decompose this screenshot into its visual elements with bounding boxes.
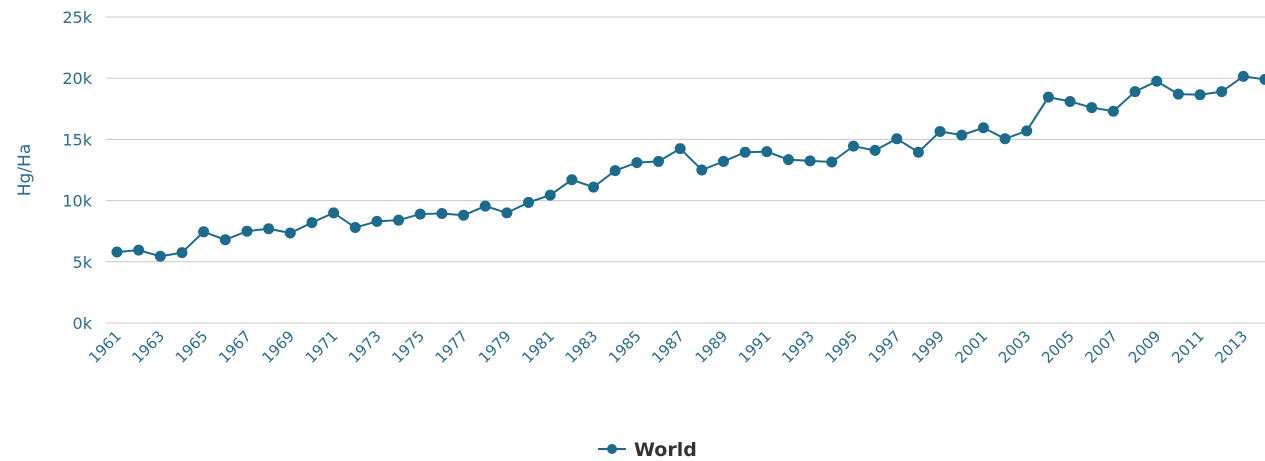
y-tick-label: 20k [62,69,92,88]
x-tick-label: 1985 [605,327,645,367]
x-tick-label: 1977 [432,327,472,367]
data-point[interactable] [847,140,859,152]
data-point[interactable] [371,215,383,227]
data-point[interactable] [1064,95,1076,107]
x-tick-label: 1993 [778,327,818,367]
x-tick-label: 1961 [85,327,125,367]
data-point[interactable] [1021,125,1033,137]
y-tick-label: 5k [73,253,93,272]
x-tick-label: 1983 [562,327,602,367]
data-point[interactable] [869,144,881,156]
data-point[interactable] [176,247,188,259]
data-point[interactable] [1194,89,1206,101]
data-point[interactable] [1172,88,1184,100]
x-tick-label: 1997 [865,327,905,367]
x-tick-label: 1987 [648,327,688,367]
x-tick-label: 1969 [258,327,298,367]
data-point[interactable] [804,155,816,167]
x-tick-label: 1967 [215,327,255,367]
data-point[interactable] [1042,91,1054,103]
data-point[interactable] [241,225,253,237]
data-point[interactable] [306,217,318,229]
data-point[interactable] [414,208,426,220]
data-point[interactable] [1259,73,1265,85]
x-tick-label: 2007 [1081,327,1121,367]
x-tick-label: 2011 [1168,327,1208,367]
data-point[interactable] [219,234,231,246]
data-point[interactable] [977,122,989,134]
x-tick-label: 1999 [908,327,948,367]
data-point[interactable] [588,181,600,193]
x-tick-label: 1963 [128,327,168,367]
data-point[interactable] [1216,86,1228,98]
data-point[interactable] [912,146,924,158]
data-point[interactable] [328,207,340,219]
data-point[interactable] [891,133,903,145]
x-tick-label: 2003 [995,327,1035,367]
legend-marker [607,444,617,454]
data-point[interactable] [1151,75,1163,87]
data-point[interactable] [133,244,145,256]
gridlines [106,16,1265,324]
x-tick-label: 1965 [172,327,212,367]
x-tick-label: 2005 [1038,327,1078,367]
data-point[interactable] [609,165,621,177]
data-point[interactable] [458,209,470,221]
data-point[interactable] [436,207,448,219]
data-point[interactable] [393,214,405,226]
data-point[interactable] [198,226,210,238]
legend-label-world: World [634,439,697,461]
data-point[interactable] [1107,105,1119,117]
x-tick-label: 1991 [735,327,775,367]
y-tick-label: 0k [73,314,93,333]
data-point[interactable] [154,250,166,262]
x-tick-label: 1971 [302,327,342,367]
data-point[interactable] [263,223,275,235]
x-tick-label: 1981 [518,327,558,367]
data-point[interactable] [349,222,361,234]
y-tick-label: 15k [62,130,92,149]
y-axis-ticks: 0k 5k 10k 15k 20k 25k [62,8,92,333]
data-point[interactable] [501,207,513,219]
x-tick-label: 1995 [822,327,862,367]
data-point[interactable] [999,133,1011,145]
data-point[interactable] [479,200,491,212]
legend[interactable]: World [598,439,697,461]
data-point[interactable] [1086,102,1098,114]
series-world [111,70,1265,262]
data-point[interactable] [1237,70,1249,82]
data-point[interactable] [566,174,578,186]
data-point[interactable] [631,157,643,169]
data-point[interactable] [544,189,556,201]
x-axis-ticks: 1961 1963 1965 1967 1969 1971 1973 1975 1977 1979… [85,327,1251,367]
y-tick-label: 10k [62,192,92,211]
x-tick-label: 2009 [1125,327,1165,367]
x-tick-label: 1979 [475,327,515,367]
data-point[interactable] [826,156,838,168]
data-point[interactable] [674,143,686,155]
data-point[interactable] [934,125,946,137]
y-axis-label: Hg/Ha [15,144,35,197]
data-point[interactable] [739,146,751,158]
y-tick-label: 25k [62,8,92,27]
x-tick-label: 1973 [345,327,385,367]
data-point[interactable] [956,129,968,141]
data-point[interactable] [761,146,773,158]
data-point[interactable] [523,196,535,208]
x-tick-label: 2013 [1211,327,1251,367]
data-point[interactable] [1129,86,1141,98]
data-point[interactable] [696,164,708,176]
data-point[interactable] [782,154,794,166]
data-point[interactable] [717,155,729,167]
x-tick-label: 1975 [388,327,428,367]
data-point[interactable] [111,246,123,258]
x-tick-label: 2001 [952,327,992,367]
data-point[interactable] [653,155,665,167]
data-point[interactable] [284,227,296,239]
x-tick-label: 1989 [692,327,732,367]
